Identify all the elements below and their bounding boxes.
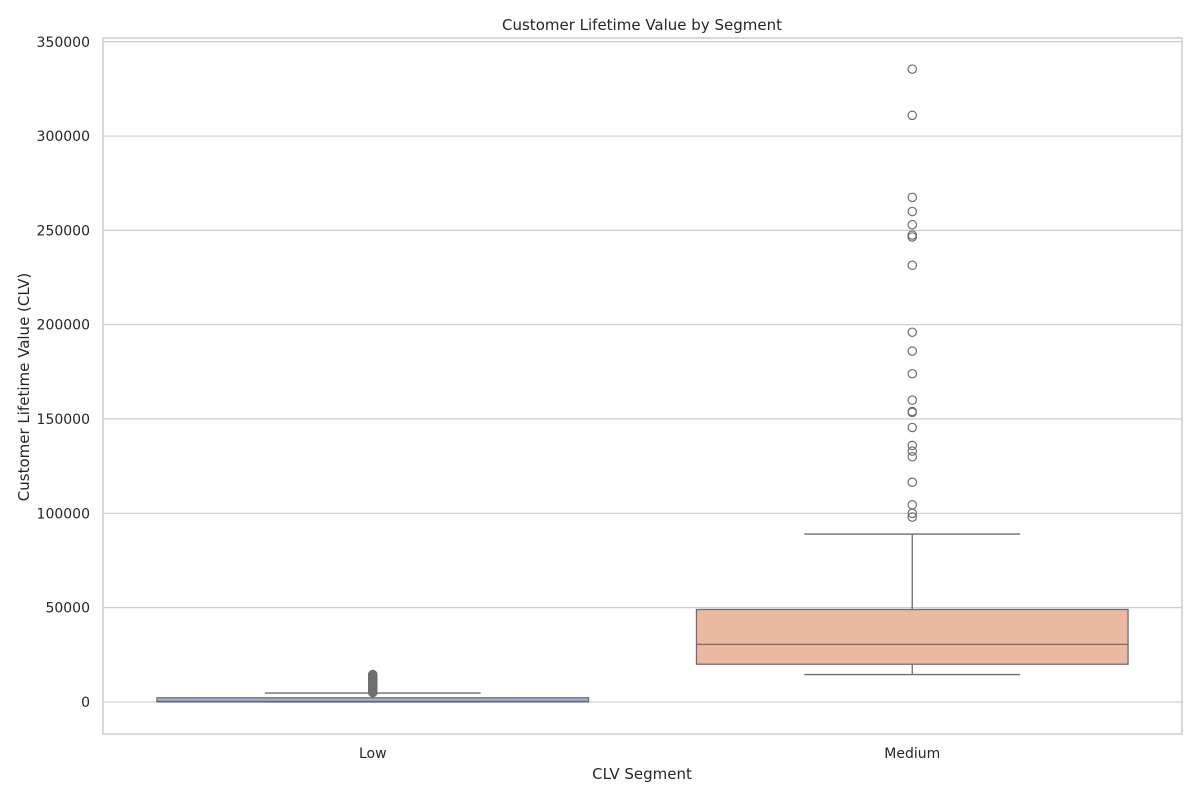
y-tick-label: 100000 [37, 506, 90, 522]
grid-layer [103, 41, 1182, 703]
x-axis-label: CLV Segment [592, 765, 692, 783]
outlier-point [907, 446, 918, 456]
y-tick-label: 0 [81, 695, 90, 711]
outlier-point [907, 110, 918, 121]
outlier-point [907, 406, 918, 417]
outlier-point [907, 64, 918, 74]
x-tick-label: Low [359, 746, 387, 762]
outlier-point [907, 260, 918, 271]
y-tick-label: 300000 [37, 129, 90, 145]
outlier-point [907, 327, 918, 338]
x-tick-label: Medium [884, 746, 940, 762]
box-layer [156, 64, 1129, 703]
outlier-point [907, 477, 918, 487]
outlier-point [907, 192, 918, 203]
y-tick-label: 250000 [37, 223, 90, 239]
outlier-point [907, 230, 918, 240]
box-group-low [156, 669, 590, 703]
tick-layer: 0 50000 100000 150000 200000 250000 300000 3500… [37, 35, 941, 762]
y-axis-label: Customer Lifetime Value (CLV) [15, 273, 33, 501]
y-tick-label: 50000 [45, 601, 90, 617]
outlier-point [907, 451, 918, 462]
outlier-point [907, 440, 918, 451]
outlier-point [907, 500, 918, 510]
outlier-point [907, 512, 918, 522]
y-tick-label: 200000 [37, 318, 90, 334]
chart-title: Customer Lifetime Value by Segment [502, 16, 782, 34]
outlier-point [907, 422, 918, 433]
y-tick-label: 350000 [37, 35, 90, 51]
outlier-point [907, 232, 918, 242]
box-group-medium [695, 64, 1129, 676]
y-tick-label: 150000 [37, 412, 90, 428]
outlier-point [907, 206, 918, 217]
outlier-point [907, 219, 918, 230]
outlier-point [907, 368, 918, 379]
outlier-point [907, 395, 918, 405]
plot-frame [102, 37, 1183, 735]
outlier-point [367, 669, 378, 680]
iqr-box [695, 608, 1129, 665]
outlier-point [907, 346, 918, 356]
